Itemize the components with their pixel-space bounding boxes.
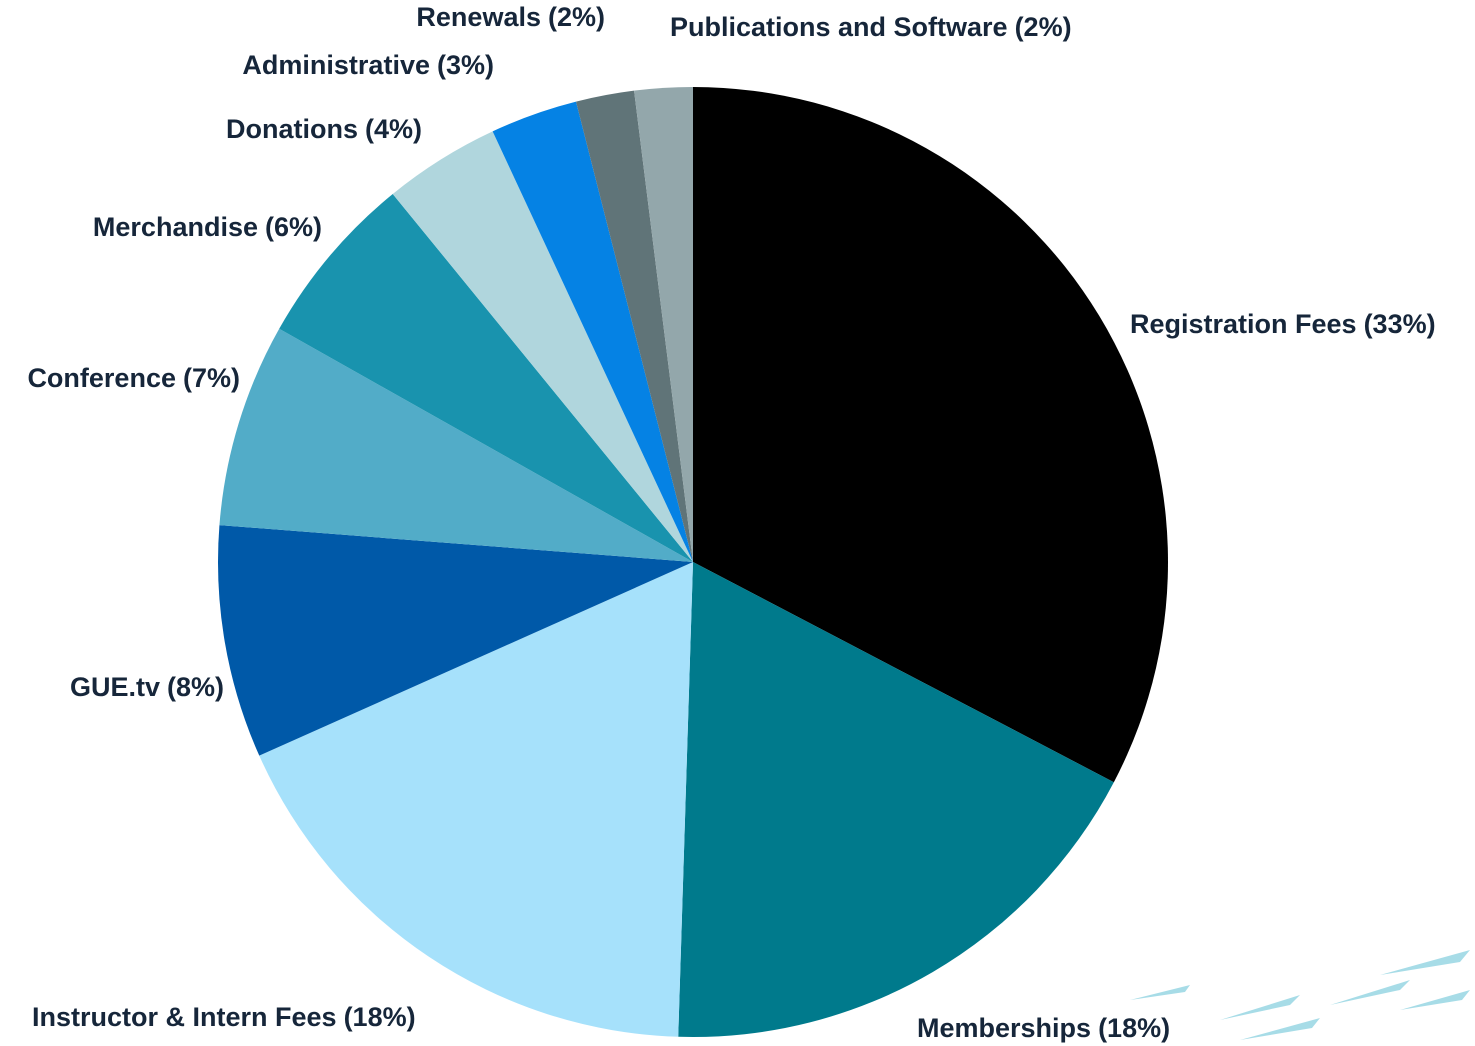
pie-slice	[693, 87, 1168, 783]
slice-name: Merchandise	[93, 212, 258, 242]
pie-slice	[634, 87, 693, 562]
slice-label: Administrative (3%)	[242, 50, 494, 80]
slice-value-label: (3%)	[437, 50, 494, 80]
slice-label: Publications and Software (2%)	[670, 12, 1072, 42]
slice-name: GUE.tv	[70, 672, 160, 702]
pie-slice	[678, 562, 1114, 1037]
slice-value-label: (4%)	[365, 114, 422, 144]
slice-name: Conference	[27, 363, 176, 393]
pie-slice	[576, 90, 693, 562]
slice-name: Registration Fees	[1130, 309, 1357, 339]
slice-name: Memberships	[917, 1013, 1091, 1043]
slice-name: Donations	[226, 114, 358, 144]
pie-slice	[217, 525, 693, 756]
slice-label: Donations (4%)	[226, 114, 422, 144]
pie-slice	[219, 328, 693, 562]
slice-label: GUE.tv (8%)	[70, 672, 224, 702]
slice-value-label: (2%)	[1015, 12, 1072, 42]
pie-slice	[392, 131, 693, 563]
slice-value-label: (2%)	[548, 2, 605, 32]
slice-value-label: (7%)	[183, 363, 240, 393]
slice-value-label: (8%)	[167, 672, 224, 702]
slice-name: Publications and Software	[670, 12, 1008, 42]
slice-value-label: (18%)	[344, 1002, 416, 1032]
pie-slice	[492, 101, 693, 562]
slice-label: Merchandise (6%)	[93, 212, 322, 242]
slice-label: Instructor & Intern Fees (18%)	[32, 1002, 416, 1032]
slice-label: Renewals (2%)	[416, 2, 605, 32]
slice-name: Instructor & Intern Fees	[32, 1002, 337, 1032]
slice-name: Renewals	[416, 2, 541, 32]
decoration	[1130, 950, 1470, 1040]
slice-label: Memberships (18%)	[917, 1013, 1170, 1043]
slice-name: Administrative	[242, 50, 430, 80]
pie-slice	[279, 193, 693, 562]
slice-value-label: (33%)	[1364, 309, 1436, 339]
pie-slice	[259, 562, 693, 1037]
slice-label: Conference (7%)	[27, 363, 240, 393]
slice-value-label: (6%)	[265, 212, 322, 242]
slice-value-label: (18%)	[1098, 1013, 1170, 1043]
slice-label: Registration Fees (33%)	[1130, 309, 1436, 339]
